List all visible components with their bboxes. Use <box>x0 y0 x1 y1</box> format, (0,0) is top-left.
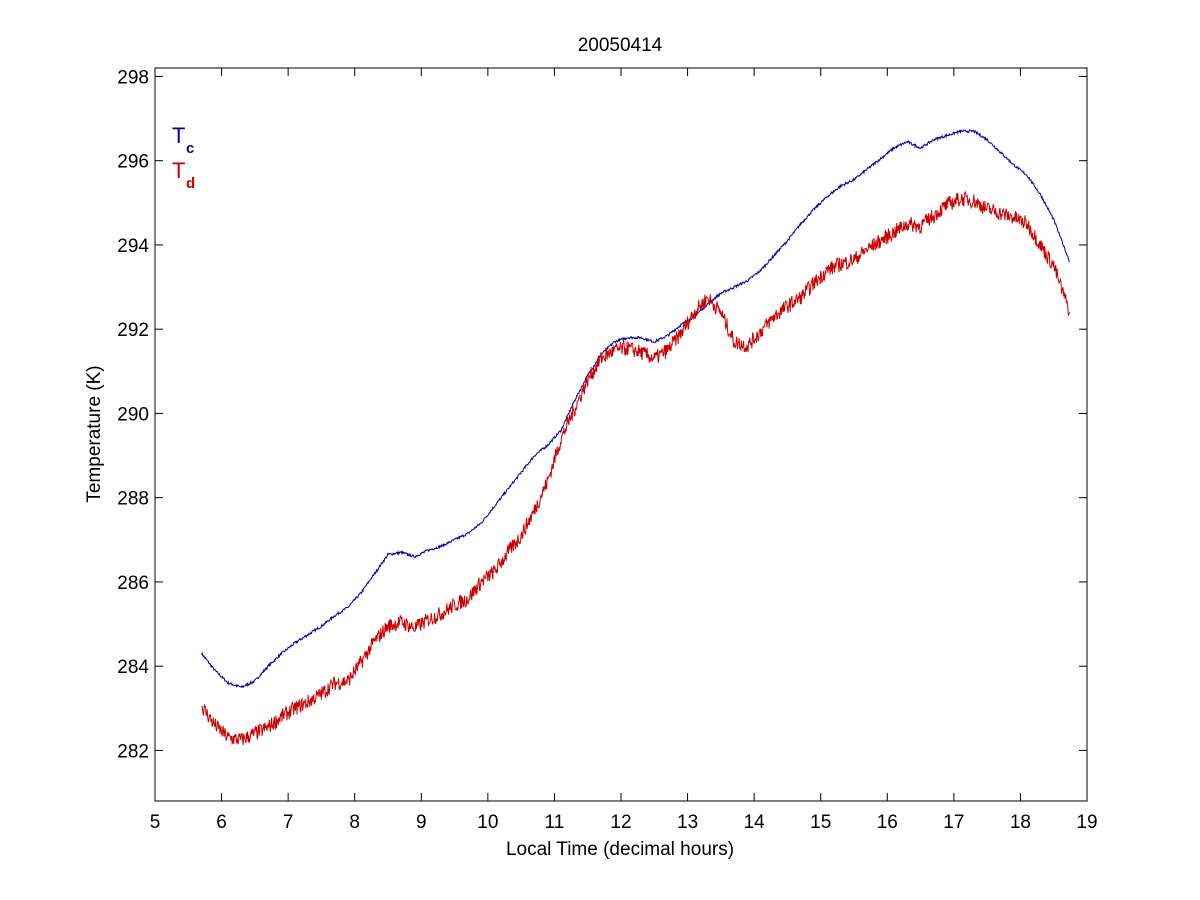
x-tick-label: 9 <box>416 812 427 833</box>
y-tick-label: 286 <box>117 573 149 594</box>
y-tick-label: 294 <box>117 236 149 257</box>
plot-area <box>201 129 1071 746</box>
legend-subscript-tc: c <box>186 140 194 157</box>
x-tick-label: 17 <box>943 812 964 833</box>
x-tick-label: 19 <box>1076 812 1097 833</box>
x-tick-label: 15 <box>810 812 831 833</box>
y-tick-label: 282 <box>117 741 149 762</box>
y-tick-label: 288 <box>117 489 149 510</box>
x-tick-label: 7 <box>283 812 294 833</box>
series-line-tc <box>201 129 1071 689</box>
y-tick-label: 292 <box>117 320 149 341</box>
x-tick-label: 5 <box>150 812 161 833</box>
x-axis-label: Local Time (decimal hours) <box>506 839 734 860</box>
y-tick-label: 284 <box>117 657 149 678</box>
x-tick-label: 12 <box>610 812 631 833</box>
x-tick-label: 11 <box>545 812 565 833</box>
x-tick-label: 13 <box>677 812 698 833</box>
legend-subscript-td: d <box>186 175 195 192</box>
x-tick-label: 14 <box>744 812 766 833</box>
axis-ticks: 5 6 7 8 9 10 11 12 13 14 15 16 17 18 19 282 284 286 288 290… <box>117 67 1097 833</box>
x-tick-label: 10 <box>477 812 498 833</box>
legend-label-tc: T <box>172 123 185 148</box>
y-tick-label: 298 <box>117 67 149 88</box>
x-tick-label: 18 <box>1010 812 1031 833</box>
y-tick-label: 290 <box>117 404 149 425</box>
series-line-td <box>201 190 1071 746</box>
x-tick-label: 16 <box>877 812 898 833</box>
y-tick-label: 296 <box>117 152 149 173</box>
x-tick-label: 6 <box>216 812 227 833</box>
y-axis-label: Temperature (K) <box>84 365 105 502</box>
chart-title: 20050414 <box>578 35 663 56</box>
x-tick-label: 8 <box>349 812 360 833</box>
legend-label-td: T <box>172 158 185 183</box>
